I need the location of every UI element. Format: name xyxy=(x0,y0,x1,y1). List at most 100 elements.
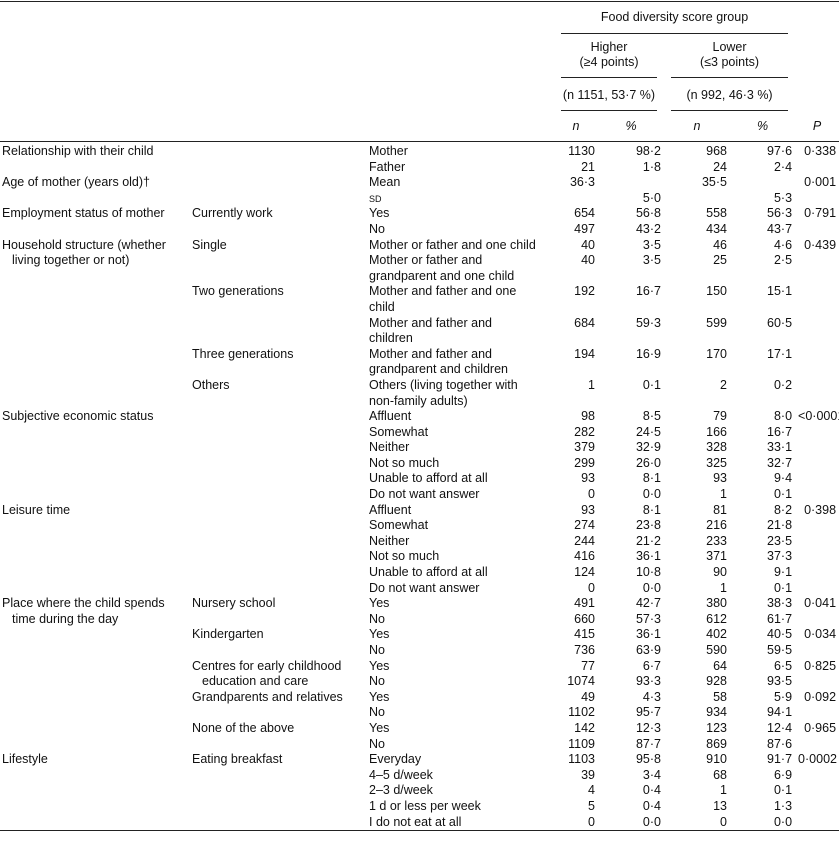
level: Mean xyxy=(369,175,401,190)
n-higher: 194 xyxy=(574,346,595,361)
n-higher: 40 xyxy=(581,237,595,252)
pct-higher: 3·4 xyxy=(642,767,661,782)
pct-lower: 6·9 xyxy=(773,767,793,782)
pct-lower: 2·4 xyxy=(773,159,793,174)
level: Mother or father and one child xyxy=(369,237,536,252)
pct-lower: 38·3 xyxy=(767,596,793,611)
p xyxy=(795,549,839,565)
n-higher: 39 xyxy=(581,767,595,782)
n-higher: 93 xyxy=(581,502,595,517)
n-higher: 736 xyxy=(574,643,595,657)
pct-lower: 4·6 xyxy=(773,237,793,252)
p xyxy=(795,222,839,238)
group-sample: (n 992, 46·3 %) xyxy=(671,82,789,112)
p: <0·0001 xyxy=(798,409,839,424)
n-lower: 599 xyxy=(706,315,727,330)
n-higher: 0 xyxy=(588,580,595,595)
blank xyxy=(0,36,554,82)
n-lower: 123 xyxy=(706,720,727,735)
pct-higher: 16·7 xyxy=(635,284,661,299)
p: 0·965 xyxy=(804,720,837,735)
level: Unable to afford at all xyxy=(369,565,488,580)
pct-higher: 32·9 xyxy=(635,440,661,455)
pct-lower: 16·7 xyxy=(767,424,793,439)
pct-higher: 23·8 xyxy=(635,518,661,533)
n-higher: 4 xyxy=(588,783,595,798)
pct-higher: 8·1 xyxy=(642,471,661,486)
pct-higher: 21·2 xyxy=(635,533,661,548)
n-lower: 90 xyxy=(713,565,727,580)
p xyxy=(795,768,839,784)
table-row: Unable to afford at all 124 10·8 90 9·1 xyxy=(0,565,839,581)
pct-lower: 33·1 xyxy=(767,440,793,455)
p xyxy=(795,534,839,550)
level: Mother and father and one child xyxy=(369,284,517,314)
level: No xyxy=(369,611,385,626)
pct-higher: 98·2 xyxy=(635,144,661,158)
n-higher: 274 xyxy=(574,518,595,533)
p xyxy=(795,456,839,472)
level: No xyxy=(369,674,385,689)
level: sd xyxy=(369,190,382,205)
table-row: No 736 63·9 590 59·5 xyxy=(0,643,839,659)
n-lower xyxy=(664,191,730,207)
pct-lower: 12·4 xyxy=(767,720,793,735)
table-row: Mother or father and grandparent and one… xyxy=(0,253,839,284)
variable: Household structure (whether living toge… xyxy=(2,237,166,268)
n-lower: 13 xyxy=(713,798,727,813)
pct-higher: 8·5 xyxy=(642,409,661,424)
p: 0·092 xyxy=(804,689,837,704)
p xyxy=(795,705,839,721)
variable: Age of mother (years old)† xyxy=(2,175,150,190)
pct-higher: 57·3 xyxy=(635,611,661,626)
pct-higher: 0·4 xyxy=(642,783,661,798)
n-higher: 1103 xyxy=(568,752,595,767)
variable: Subjective economic status xyxy=(2,409,154,424)
group-title-cell: Food diversity score group xyxy=(554,2,795,36)
pct-lower: 32·7 xyxy=(767,455,793,470)
level: Do not want answer xyxy=(369,487,480,502)
level: Neither xyxy=(369,533,410,548)
p: 0·0002 xyxy=(798,752,837,767)
subgroup xyxy=(190,142,366,176)
n-lower: 216 xyxy=(706,518,727,533)
col-head: P xyxy=(812,118,822,133)
n-higher: 491 xyxy=(574,596,595,611)
level: Everyday xyxy=(369,752,422,767)
table-row: No 660 57·3 612 61·7 xyxy=(0,612,839,628)
pct-higher: 0·4 xyxy=(642,798,661,813)
pct-higher: 0·0 xyxy=(642,487,661,502)
level: Not so much xyxy=(369,549,440,564)
n-lower: 35·5 xyxy=(701,175,727,190)
n-lower: 166 xyxy=(706,424,727,439)
p: 0·398 xyxy=(804,502,837,517)
level: No xyxy=(369,643,385,657)
n-higher: 36·3 xyxy=(569,175,595,190)
pct-higher: 1·8 xyxy=(642,159,661,174)
level: Mother and father and children xyxy=(369,315,492,346)
table-row: Household structure (whether living toge… xyxy=(0,237,839,268)
level: Affluent xyxy=(369,502,412,517)
table-row: No 497 43·2 434 43·7 xyxy=(0,222,839,238)
pct-higher: 36·1 xyxy=(635,627,661,642)
p xyxy=(795,737,839,753)
n-higher: 93 xyxy=(581,471,595,486)
p xyxy=(795,643,839,659)
table-row: Not so much 299 26·0 325 32·7 xyxy=(0,456,839,472)
pct-lower: 91·7 xyxy=(767,752,793,767)
pct-higher: 12·3 xyxy=(635,720,661,735)
pct-lower: 60·5 xyxy=(767,315,793,330)
n-lower: 558 xyxy=(706,206,727,221)
blank xyxy=(0,82,554,112)
pct-lower: 93·5 xyxy=(767,674,793,689)
level: Mother or father and grandparent and one… xyxy=(369,253,515,283)
variable: Employment status of mother xyxy=(2,206,165,221)
p xyxy=(795,316,839,347)
n-higher: 244 xyxy=(574,533,595,548)
pct-lower: 59·5 xyxy=(767,643,793,657)
pct-lower: 43·7 xyxy=(767,221,793,236)
pct-higher: 95·7 xyxy=(635,705,661,720)
n-lower: 590 xyxy=(706,643,727,657)
n-lower: 79 xyxy=(713,409,727,424)
